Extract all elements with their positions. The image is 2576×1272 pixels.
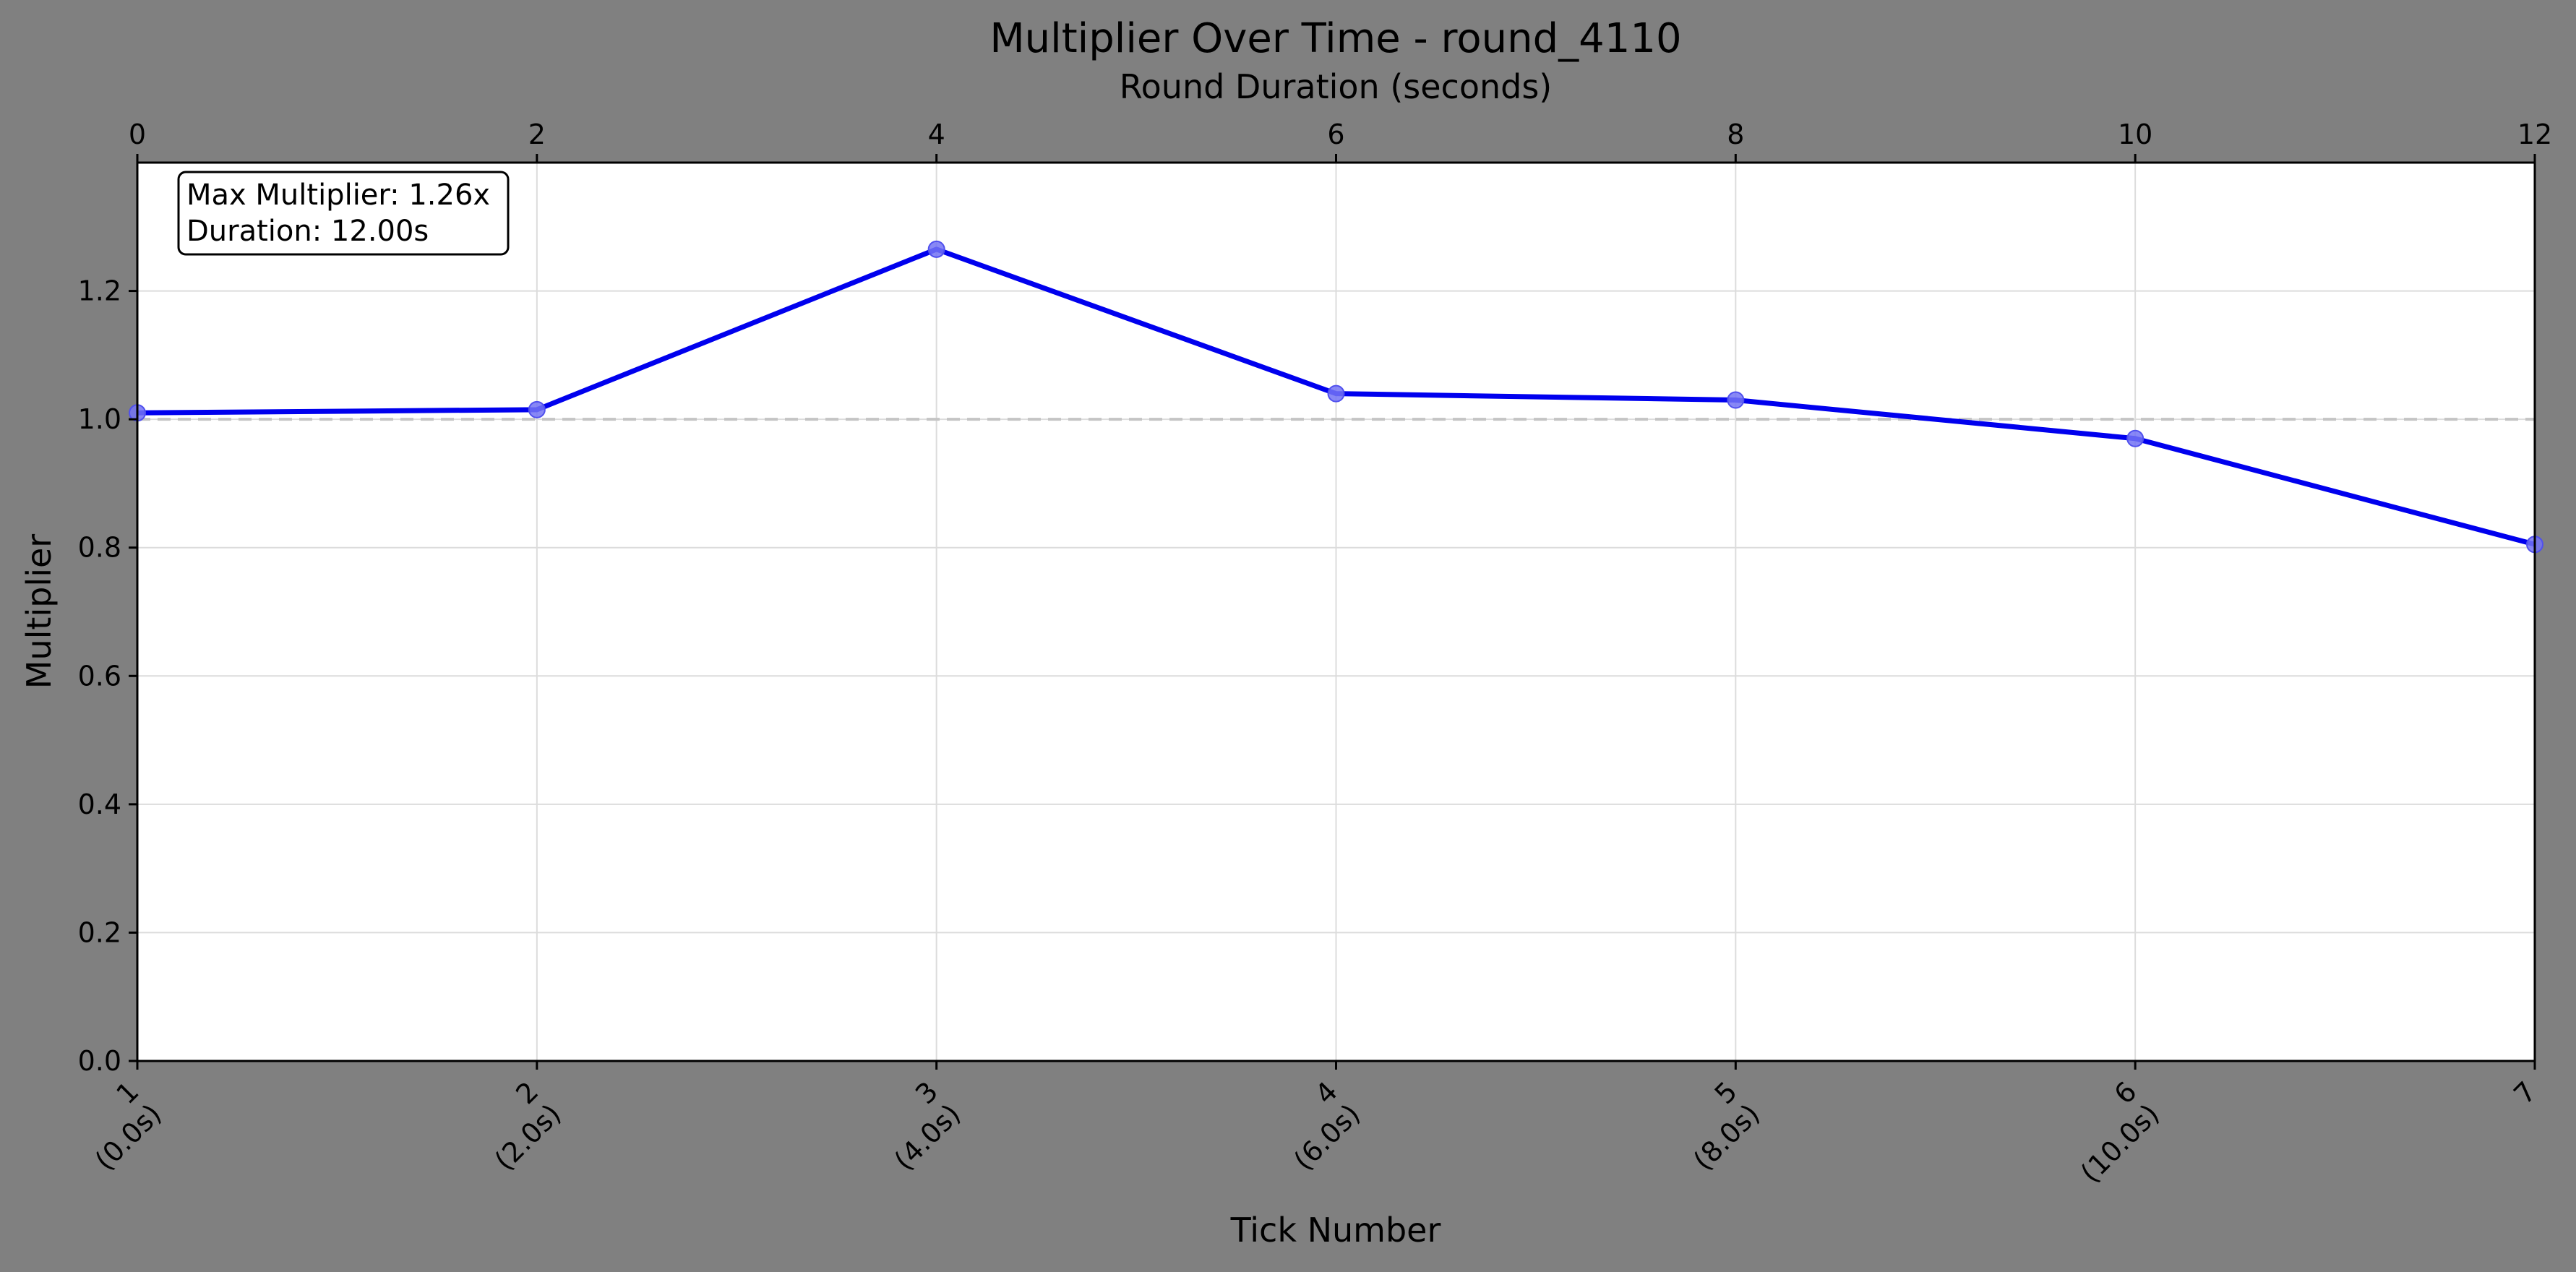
bottom-x-tick-label: 6(10.0s) bbox=[2074, 1075, 2165, 1189]
top-x-tick-label: 2 bbox=[528, 119, 546, 150]
tick-time-label: (0.0s) bbox=[89, 1098, 168, 1177]
tick-time-label: (10.0s) bbox=[2074, 1098, 2165, 1189]
bottom-x-tick-label: 2(2.0s) bbox=[489, 1075, 567, 1177]
annotation-duration: Duration: 12.00s bbox=[186, 215, 429, 248]
data-point bbox=[2126, 429, 2144, 447]
y-tick-label: 0.2 bbox=[78, 916, 121, 948]
top-x-tick-label: 0 bbox=[129, 119, 146, 150]
tick-time-label: (8.0s) bbox=[1687, 1098, 1766, 1177]
chart-title: Multiplier Over Time - round_4110 bbox=[989, 15, 1681, 62]
bottom-x-tick-label: 3(4.0s) bbox=[888, 1075, 967, 1177]
top-x-tick-label: 10 bbox=[2118, 119, 2152, 150]
tick-time-label: (4.0s) bbox=[888, 1098, 967, 1177]
tick-number-label: 7 bbox=[2507, 1075, 2542, 1110]
top-x-tick-label: 4 bbox=[928, 119, 945, 150]
top-x-tick-label: 12 bbox=[2517, 119, 2552, 150]
data-point bbox=[927, 240, 945, 258]
y-tick-label: 1.0 bbox=[78, 403, 121, 435]
y-tick-label: 0.8 bbox=[78, 532, 121, 564]
y-tick-label: 1.2 bbox=[78, 275, 121, 307]
y-tick-label: 0.0 bbox=[78, 1045, 121, 1077]
bottom-x-tick-label: 7 bbox=[2507, 1075, 2542, 1110]
tick-time-label: (6.0s) bbox=[1287, 1098, 1366, 1177]
x-axis-title: Tick Number bbox=[1230, 1211, 1441, 1250]
annotation-box bbox=[177, 171, 510, 256]
stats-annotation: Max Multiplier: 1.26x Duration: 12.00s bbox=[177, 171, 510, 256]
data-point bbox=[1727, 391, 1745, 409]
annotation-max-multiplier: Max Multiplier: 1.26x bbox=[186, 179, 490, 212]
data-point bbox=[1327, 384, 1345, 403]
top-x-axis-title: Round Duration (seconds) bbox=[1120, 67, 1553, 106]
top-x-tick-label: 8 bbox=[1727, 119, 1744, 150]
bottom-x-tick-label: 4(6.0s) bbox=[1287, 1075, 1366, 1177]
top-x-tick-label: 6 bbox=[1327, 119, 1344, 150]
data-point bbox=[528, 400, 546, 418]
tick-time-label: (2.0s) bbox=[489, 1098, 567, 1177]
y-tick-label: 0.4 bbox=[78, 788, 121, 820]
bottom-x-tick-label: 1(0.0s) bbox=[89, 1075, 168, 1177]
y-axis-title: Multiplier bbox=[20, 534, 59, 689]
y-tick-label: 0.6 bbox=[78, 660, 121, 692]
bottom-x-tick-label: 5(8.0s) bbox=[1687, 1075, 1766, 1177]
